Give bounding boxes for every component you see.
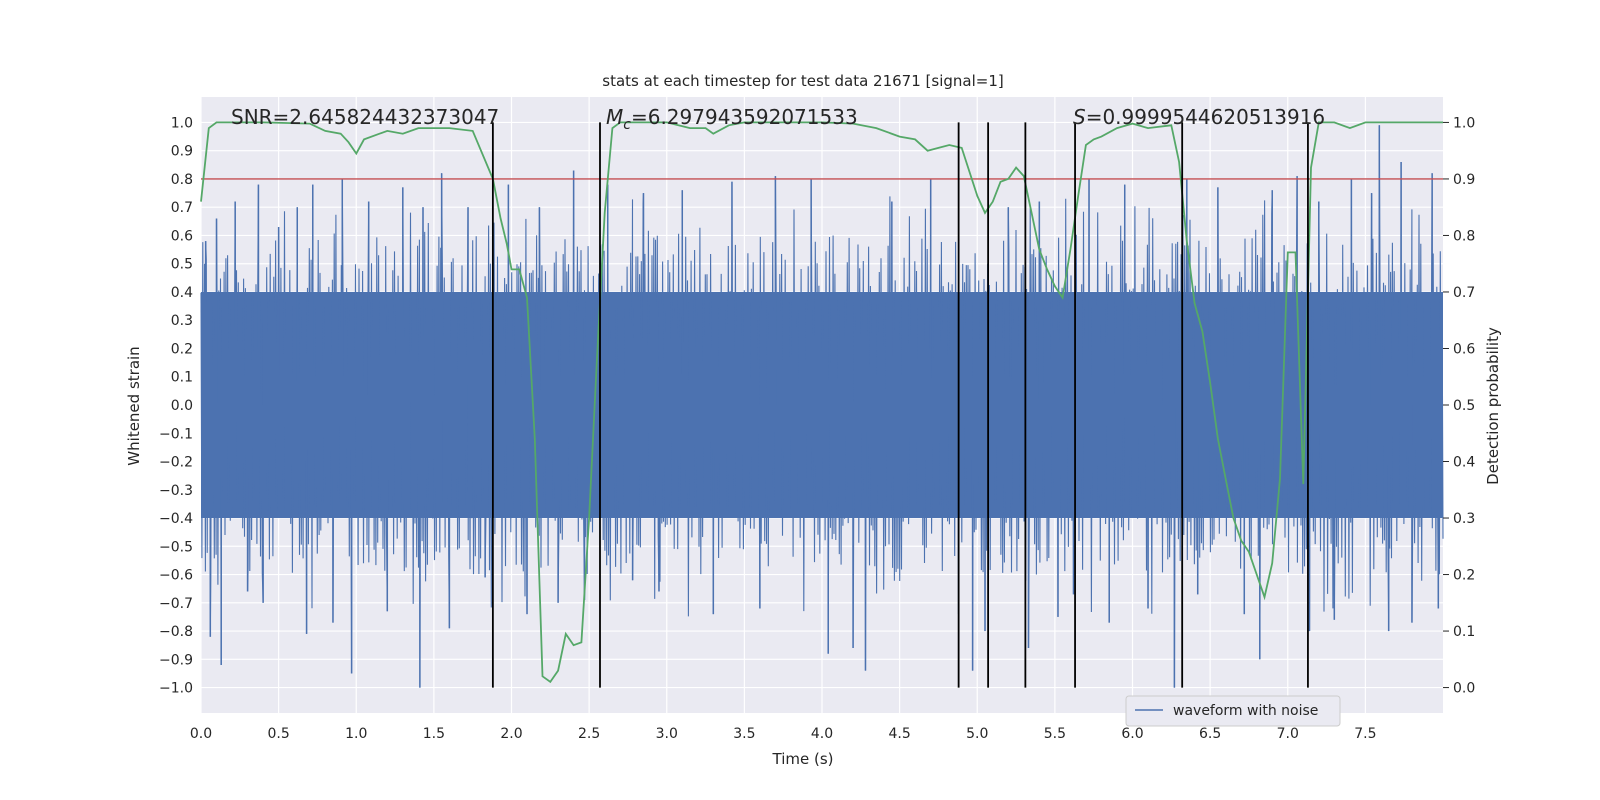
x-tick-label: 7.5 (1354, 726, 1376, 742)
x-tick-label: 4.5 (888, 726, 910, 742)
y-tick-label: −0.1 (159, 426, 193, 442)
y2-tick-label: 0.4 (1453, 455, 1475, 471)
x-tick-label: 2.0 (500, 726, 522, 742)
y-tick-label: −0.3 (159, 483, 193, 499)
y-tick-label: −0.7 (159, 596, 193, 612)
x-tick-label: 0.5 (267, 726, 289, 742)
y-tick-label: −0.4 (159, 511, 193, 527)
y-axis-ticks: −1.0 −0.9 −0.8 −0.7 −0.6 −0.5 −0.4 −0.3 −0.2 −0.1… (159, 115, 193, 696)
y2-axis-label: Detection probability (1484, 327, 1502, 485)
y-tick-label: −0.9 (159, 652, 193, 668)
chart-title: stats at each timestep for test data 216… (602, 72, 1003, 90)
legend: waveform with noise (1125, 695, 1341, 727)
probability-series (200, 121, 1443, 684)
y-tick-label: 1.0 (171, 115, 193, 131)
y2-tick-label: 0.8 (1453, 228, 1475, 244)
x-tick-label: 3.5 (733, 726, 755, 742)
y-tick-label: 0.0 (171, 398, 193, 414)
y-tick-label: 0.3 (171, 313, 193, 329)
y-tick-label: −0.5 (159, 539, 193, 555)
marker-lines (491, 122, 1309, 688)
x-tick-label: 3.0 (656, 726, 678, 742)
probability-line (200, 121, 1443, 684)
y-tick-label: 0.7 (171, 200, 193, 216)
legend-entry: waveform with noise (1173, 703, 1318, 719)
s-annotation: S=0.9999544620513916 (1073, 105, 1325, 129)
x-tick-label: 1.5 (423, 726, 445, 742)
x-tick-label: 5.5 (1044, 726, 1066, 742)
y2-tick-label: 0.5 (1453, 398, 1475, 414)
legend-box (1125, 695, 1341, 727)
waveform-series (200, 125, 1444, 688)
y2-tick-label: 1.0 (1453, 115, 1475, 131)
y2-tick-label: 0.2 (1453, 568, 1475, 584)
s-symbol: S (1073, 105, 1086, 129)
s-value: =0.9999544620513916 (1086, 105, 1325, 129)
y-tick-label: 0.6 (171, 228, 193, 244)
y-tick-label: 0.9 (171, 144, 193, 160)
y-tick-label: −0.8 (159, 624, 193, 640)
y-tick-label: 0.5 (171, 257, 193, 273)
x-tick-label: 2.5 (578, 726, 600, 742)
snr-annotation: SNR=2.645824432373047 (231, 105, 499, 129)
y-tick-label: 0.8 (171, 172, 193, 188)
y2-tick-label: 0.6 (1453, 341, 1475, 357)
y-axis-label: Whitened strain (125, 346, 143, 465)
x-tick-label: 6.0 (1121, 726, 1143, 742)
chirp-mass-symbol: M (606, 105, 623, 129)
y-tick-label: 0.2 (171, 341, 193, 357)
y-tick-label: −0.2 (159, 455, 193, 471)
y2-tick-label: 0.7 (1453, 285, 1475, 301)
y2-axis-ticks: 0.0 0.1 0.2 0.3 0.4 0.5 0.6 0.7 0.8 0.9 1.0 (1443, 115, 1475, 697)
x-axis-label: Time (s) (772, 750, 834, 768)
y2-tick-label: 0.0 (1453, 681, 1475, 697)
x-axis-ticks: 0.0 0.5 1.0 1.5 2.0 2.5 3.0 3.5 4.0 4.5 5.0 5.5 6.0 6… (190, 726, 1377, 742)
x-tick-label: 7.0 (1277, 726, 1299, 742)
y2-tick-label: 0.9 (1453, 172, 1475, 188)
x-tick-label: 1.0 (345, 726, 367, 742)
x-tick-label: 5.0 (966, 726, 988, 742)
y-tick-label: −1.0 (159, 681, 193, 697)
x-tick-label: 4.0 (811, 726, 833, 742)
chirp-mass-subscript: c (623, 117, 631, 133)
y-tick-label: 0.4 (171, 285, 193, 301)
x-tick-label: 0.0 (190, 726, 212, 742)
x-tick-label: 6.5 (1199, 726, 1221, 742)
chirp-mass-value: =6.297943592071533 (631, 105, 858, 129)
chirp-mass-annotation: Mc=6.297943592071533 (606, 105, 858, 133)
y-tick-label: 0.1 (171, 370, 193, 386)
y2-tick-label: 0.3 (1453, 511, 1475, 527)
y2-tick-label: 0.1 (1453, 624, 1475, 640)
y-tick-label: −0.6 (159, 568, 193, 584)
